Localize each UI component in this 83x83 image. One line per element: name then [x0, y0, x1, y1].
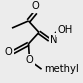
Text: O: O: [5, 47, 12, 57]
Text: O: O: [26, 55, 33, 65]
Text: methyl: methyl: [44, 64, 79, 74]
Text: O: O: [32, 1, 40, 11]
Text: N: N: [50, 35, 58, 45]
Text: OH: OH: [58, 25, 73, 35]
